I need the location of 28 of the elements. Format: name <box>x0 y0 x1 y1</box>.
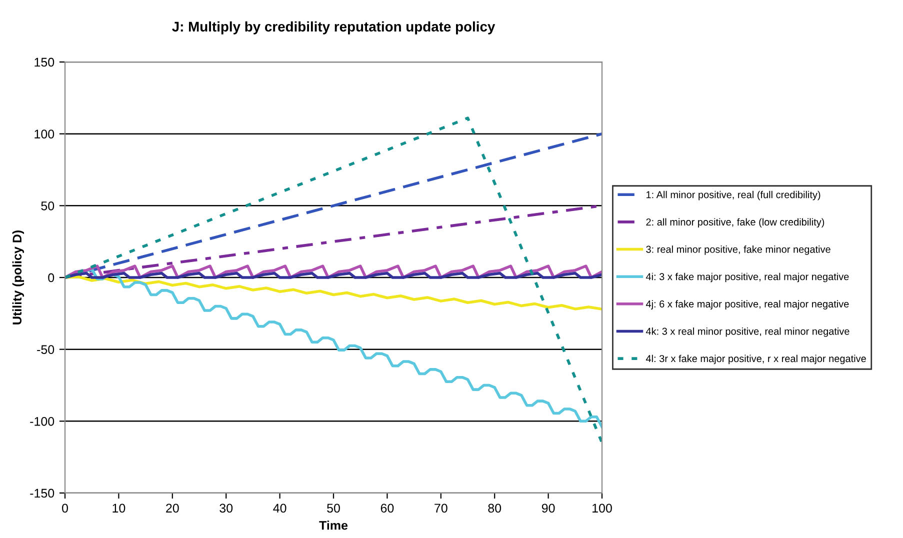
y-tick-label: 150 <box>34 58 54 67</box>
y-tick-label: -100 <box>30 416 54 426</box>
x-tick-label: 10 <box>112 504 126 513</box>
x-axis-title: Time <box>319 520 348 530</box>
y-tick-label: 100 <box>34 130 54 138</box>
x-tick-label: 100 <box>592 504 612 513</box>
legend-label: 4k: 3 x real minor positive, real minor negative <box>646 327 850 337</box>
legend-label: 4l: 3r x fake major positive, r x real major negative <box>646 354 866 364</box>
legend-label: 1: All minor positive, real (full credibility) <box>646 190 820 200</box>
y-tick-label: -50 <box>37 345 54 354</box>
x-tick-label: 20 <box>166 504 179 513</box>
x-tick-label: 60 <box>380 504 394 513</box>
y-tick-label: -150 <box>30 488 54 498</box>
y-tick-label: 0 <box>48 273 54 282</box>
legend-label: 2: all minor positive, fake (low credibility) <box>646 218 824 228</box>
x-tick-label: 40 <box>273 504 286 513</box>
chart-title: J: Multiply by credibility reputation update policy <box>172 21 496 34</box>
legend-label: 4i: 3 x fake major positive, real major negative <box>646 272 849 282</box>
x-tick-label: 90 <box>542 504 555 513</box>
y-axis-title: Utility (policy D) <box>12 230 24 324</box>
x-tick-label: 70 <box>434 504 448 513</box>
x-tick-label: 50 <box>327 504 340 513</box>
legend-label: 3: real minor positive, fake minor negative <box>646 246 830 255</box>
y-tick-label: 50 <box>41 201 54 210</box>
x-tick-label: 0 <box>62 504 68 513</box>
legend-label: 4j: 6 x fake major positive, real major negative <box>646 300 849 310</box>
x-tick-label: 80 <box>488 504 502 513</box>
x-tick-label: 30 <box>220 504 233 513</box>
